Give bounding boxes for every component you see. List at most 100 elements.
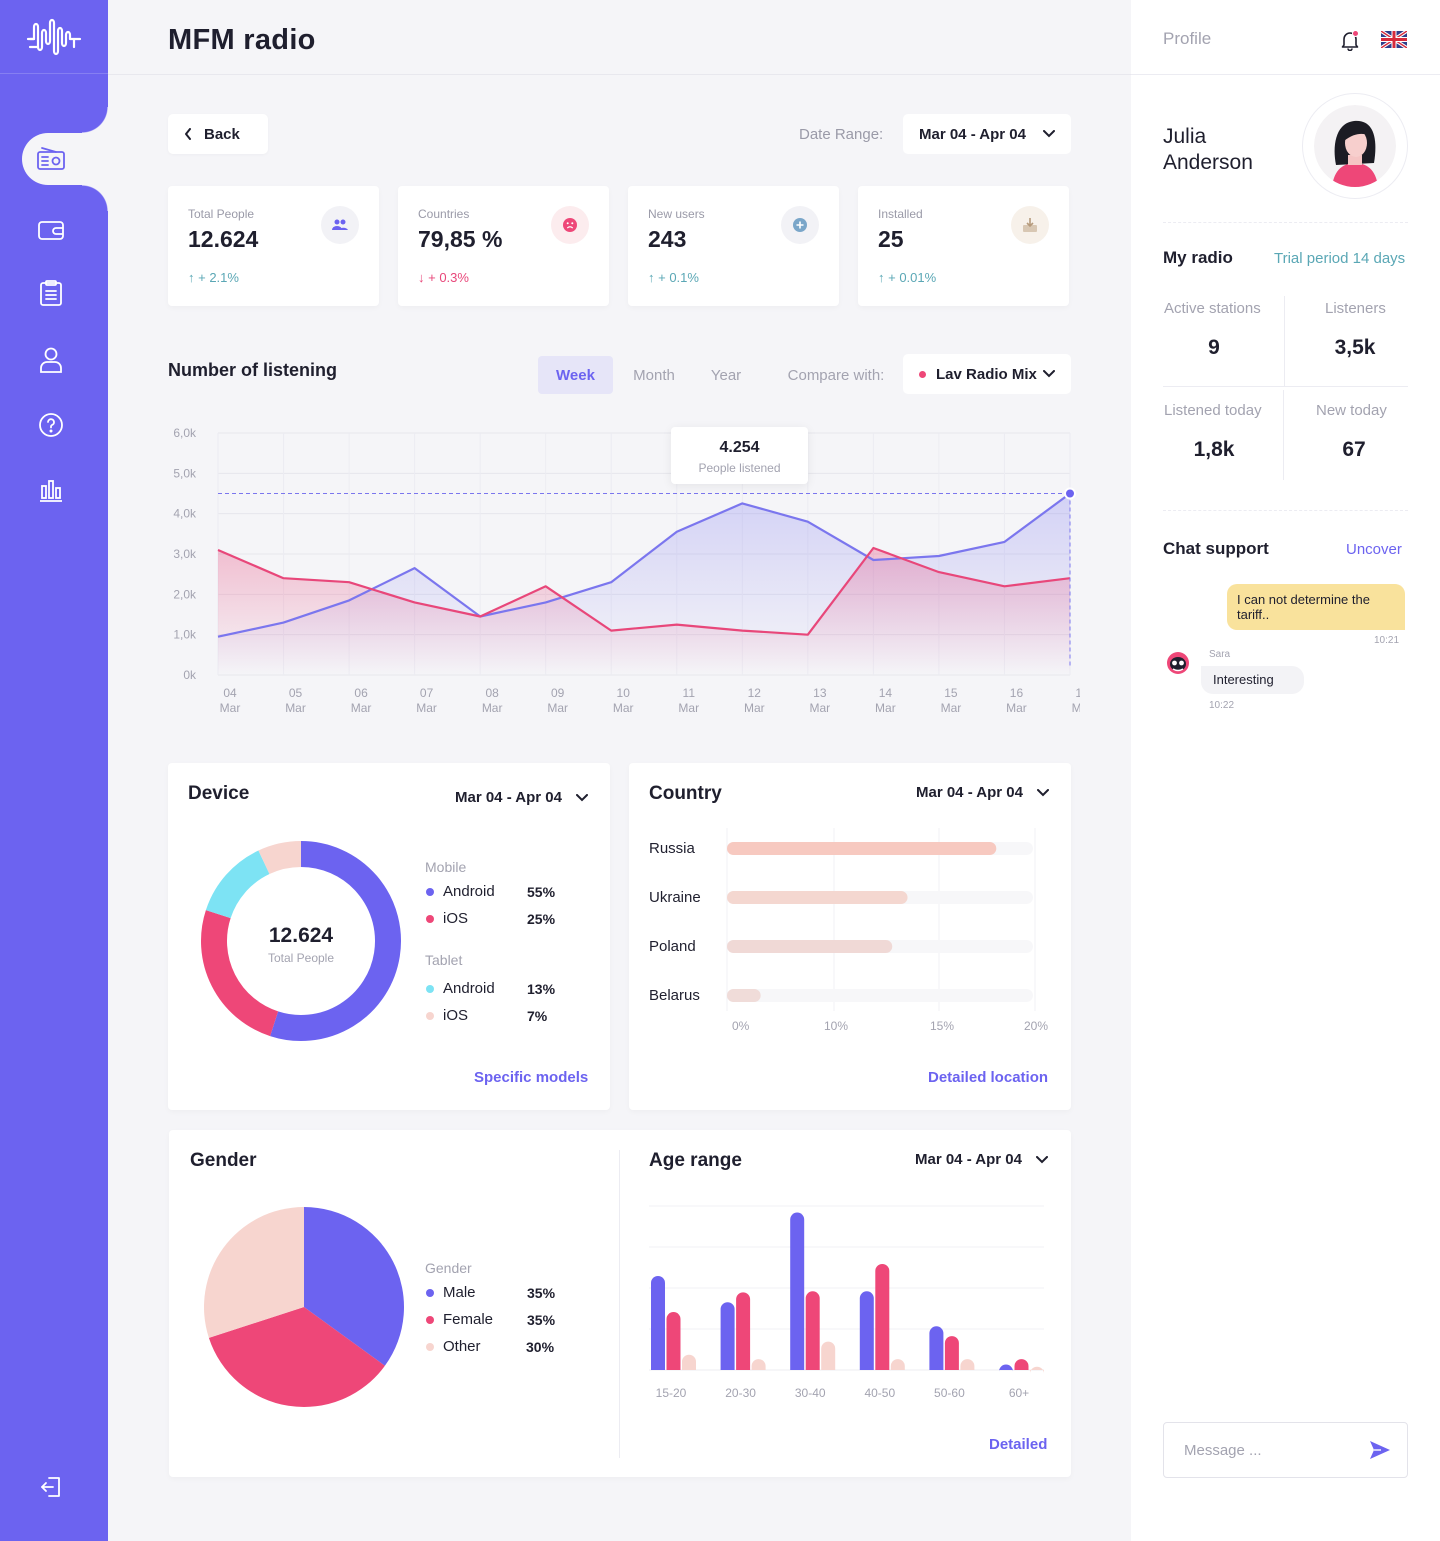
divider [1163,222,1408,223]
specific-models-link[interactable]: Specific models [474,1069,589,1086]
stat-value: 25 [878,226,904,252]
date-range-dropdown[interactable]: Mar 04 - Apr 04 [903,114,1071,154]
nav-profile[interactable] [34,343,68,377]
x-tick-label: 15 [944,686,958,700]
nav-reports[interactable] [34,276,68,310]
y-tick-label: 1,0k [173,628,197,642]
date-range-label: Date Range: [799,126,884,143]
chat-time: 10:22 [1209,700,1235,711]
stat-change: ↑ + 2.1% [188,270,239,285]
x-tick-label: 11 [683,686,696,700]
bar [1030,1366,1044,1374]
bar-chart-icon [40,480,62,502]
stat-change: ↑ + 0.01% [878,270,937,285]
uncover-link[interactable]: Uncover [1346,541,1402,558]
legend-pct: 13% [527,981,556,997]
stat-card-total-people: Total People 12.624 ↑ + 2.1% [168,186,379,306]
tooltip-value: 4.254 [719,439,760,456]
x-tick-label: 05 [289,686,303,700]
age-title: Age range [649,1150,742,1171]
profile-header-title: Profile [1163,29,1212,48]
x-tick-label: Mar [941,701,962,715]
device-date-value: Mar 04 - Apr 04 [455,789,562,806]
stat-change: ↓ + 0.3% [418,270,469,285]
sidebar [0,0,108,1541]
category-label: 20-30 [725,1386,756,1400]
legend-item: Android [426,883,495,900]
country-title: Country [649,783,722,804]
bar-track [727,989,1033,1002]
legend-pct: 35% [527,1312,556,1328]
back-button[interactable]: Back [168,114,268,154]
x-tick-label: Mar [875,701,896,715]
user-icon [40,347,62,373]
stat-card-installed: Installed 25 ↑ + 0.01% [858,186,1069,306]
nav-statistics[interactable] [34,473,68,507]
nav-wallet[interactable] [34,213,68,247]
donut-slice [201,910,279,1037]
send-icon [1370,1441,1390,1459]
age-date-value: Mar 04 - Apr 04 [915,1151,1022,1168]
message-placeholder: Message ... [1184,1441,1262,1459]
detailed-location-link[interactable]: Detailed location [928,1069,1049,1086]
detailed-age-link[interactable]: Detailed [989,1436,1048,1453]
pie-slice [208,1307,385,1407]
metric-label: New today [1316,402,1387,419]
trial-period-link[interactable]: Trial period 14 days [1274,250,1406,267]
chat-sender: Sara [1209,649,1231,660]
notifications-button[interactable] [1339,29,1361,56]
chat-message-incoming: Interesting [1201,666,1304,694]
message-input[interactable]: Message ... [1163,1422,1408,1478]
stat-icon [781,206,819,244]
compare-dropdown[interactable]: Lav Radio Mix [903,354,1071,394]
nav-radio[interactable] [34,142,68,176]
bar [859,1291,874,1370]
chart-tooltip: 4.254 People listened [671,427,808,484]
legend-group-tablet: Tablet [425,952,463,968]
category-label: 60+ [1009,1386,1029,1400]
category-label: Belarus [649,987,700,1004]
bar [790,1212,805,1370]
x-tick-label: Mar [547,701,568,715]
age-date-dropdown[interactable]: Mar 04 - Apr 04 [915,1151,1048,1168]
app-logo[interactable] [0,0,108,74]
nav-help[interactable] [34,408,68,442]
category-label: 50-60 [934,1386,965,1400]
tab-year[interactable]: Year [710,366,742,384]
listening-title: Number of listening [168,360,338,380]
category-label: 40-50 [864,1386,895,1400]
y-tick-label: 5,0k [173,466,197,480]
my-radio-title: My radio [1163,248,1233,267]
category-label: Poland [649,938,696,955]
metric-divider [1283,390,1284,480]
legend-item: Female [426,1311,493,1328]
send-button[interactable] [1369,1440,1391,1464]
legend-item: iOS [426,1007,468,1024]
country-date-value: Mar 04 - Apr 04 [916,784,1023,801]
language-button[interactable] [1380,29,1408,53]
device-date-dropdown[interactable]: Mar 04 - Apr 04 [455,789,588,806]
avatar[interactable] [1302,93,1408,199]
x-tick-label: 20% [1024,1019,1048,1033]
people-icon [332,219,348,230]
country-date-dropdown[interactable]: Mar 04 - Apr 04 [916,784,1049,801]
stat-card-new-users: New users 243 ↑ + 0.1% [628,186,839,306]
bar [727,940,893,953]
chevron-down-icon [576,793,588,801]
y-tick-label: 6,0k [173,426,197,440]
age-bar-chart: 15-20 20-30 30-40 40-50 50-60 60+ [649,1205,1044,1400]
stat-icon [1011,206,1049,244]
tab-month[interactable]: Month [633,366,675,384]
legend-pct: 35% [527,1285,556,1301]
chevron-left-icon [185,128,191,140]
legend-pct: 55% [527,884,556,900]
tab-week[interactable]: Week [538,356,613,394]
nav-logout[interactable] [34,1470,68,1504]
x-tick-label: 0% [732,1019,750,1033]
bar [751,1359,766,1370]
chevron-down-icon [1043,370,1055,378]
stat-label: Installed [878,207,923,221]
x-tick-label: Mar [482,701,503,715]
metric-divider [1284,296,1285,386]
sara-avatar-icon [1167,652,1189,674]
